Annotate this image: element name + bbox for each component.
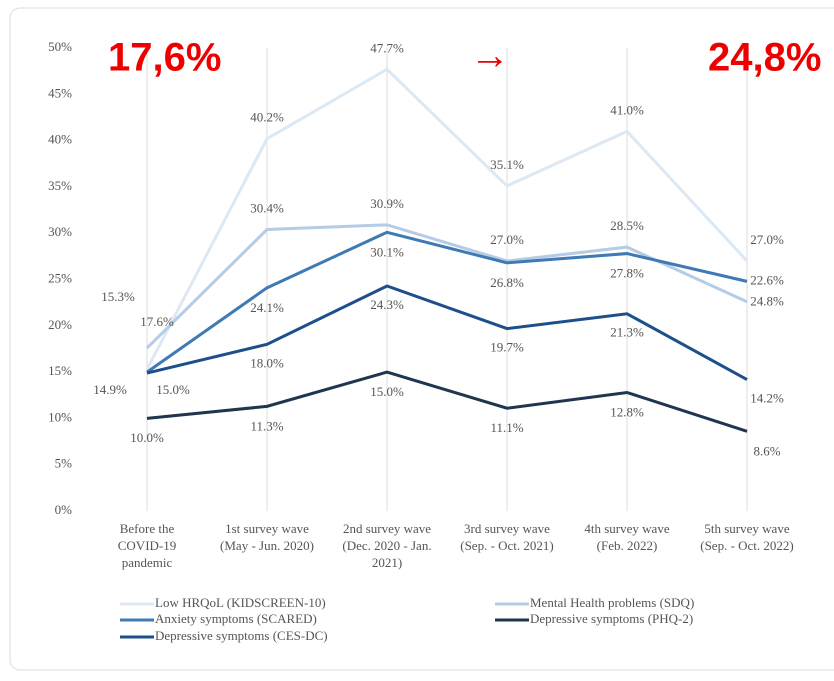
series-line [146, 370, 748, 433]
x-tick-label: (Dec. 2020 - Jan. [342, 538, 431, 553]
x-tick-label: 1st survey wave [225, 521, 309, 536]
data-label: 17.6% [140, 314, 174, 329]
card [9, 7, 834, 671]
data-label: 28.5% [610, 218, 644, 233]
legend-label: Depressive symptoms (CES-DC) [155, 628, 328, 643]
legend-label: Depressive symptoms (PHQ-2) [530, 611, 693, 626]
legend-label: Mental Health problems (SDQ) [530, 595, 694, 610]
data-label: 27.0% [490, 232, 524, 247]
x-tick-label: Before the [120, 521, 175, 536]
x-tick-label: COVID-19 [118, 538, 177, 553]
data-label: 8.6% [753, 443, 780, 458]
data-label: 10.0% [130, 430, 164, 445]
x-tick-label: (Sep. - Oct. 2022) [700, 538, 794, 553]
series-line [146, 284, 748, 381]
x-tick-label: 4th survey wave [584, 521, 669, 536]
x-tick-label: 3rd survey wave [464, 521, 550, 536]
x-tick-label: 2nd survey wave [343, 521, 431, 536]
data-label: 30.9% [370, 196, 404, 211]
annotation: 24,8% [708, 36, 821, 80]
data-label: 24.8% [750, 293, 784, 308]
data-label: 26.8% [490, 275, 524, 290]
y-tick-label: 5% [55, 456, 73, 471]
data-label: 22.6% [750, 273, 784, 288]
y-tick-label: 30% [48, 224, 72, 239]
y-tick-label: 45% [48, 85, 72, 100]
x-tick-label: (Feb. 2022) [597, 538, 658, 553]
annotation: 17,6% [108, 36, 221, 80]
series-line [146, 230, 748, 374]
y-tick-label: 25% [48, 270, 72, 285]
x-tick-label: (May - Jun. 2020) [220, 538, 314, 553]
data-label: 47.7% [370, 40, 404, 55]
y-tick-label: 50% [48, 39, 72, 54]
data-label: 30.1% [370, 244, 404, 259]
x-tick-label: 2021) [372, 555, 402, 570]
legend-label: Low HRQoL (KIDSCREEN-10) [155, 595, 326, 610]
y-tick-label: 0% [55, 502, 73, 517]
data-label: 35.1% [490, 157, 524, 172]
data-label: 15.0% [156, 382, 190, 397]
y-tick-label: 10% [48, 409, 72, 424]
data-label: 40.2% [250, 110, 284, 125]
data-label: 18.0% [250, 355, 284, 370]
data-label: 30.4% [250, 200, 284, 215]
y-tick-label: 20% [48, 317, 72, 332]
y-tick-label: 40% [48, 132, 72, 147]
data-label: 21.3% [610, 325, 644, 340]
x-tick-label: pandemic [122, 555, 173, 570]
y-tick-label: 35% [48, 178, 72, 193]
series-line [145, 67, 749, 371]
data-label: 11.1% [490, 420, 523, 435]
data-label: 14.2% [750, 390, 784, 405]
data-label: 11.3% [250, 418, 283, 433]
legend-label: Anxiety symptoms (SCARED) [155, 611, 317, 626]
annotation: → [470, 34, 510, 78]
data-label: 14.9% [93, 382, 127, 397]
data-label: 24.3% [370, 297, 404, 312]
data-label: 19.7% [490, 340, 524, 355]
data-label: 27.8% [610, 266, 644, 281]
series-line [145, 223, 748, 350]
data-label: 15.3% [101, 289, 135, 304]
data-label: 15.0% [370, 384, 404, 399]
x-tick-label: 5th survey wave [704, 521, 789, 536]
x-tick-label: (Sep. - Oct. 2021) [460, 538, 554, 553]
data-label: 27.0% [750, 232, 784, 247]
y-tick-label: 15% [48, 363, 72, 378]
data-label: 12.8% [610, 404, 644, 419]
data-label: 24.1% [250, 300, 284, 315]
data-label: 41.0% [610, 102, 644, 117]
